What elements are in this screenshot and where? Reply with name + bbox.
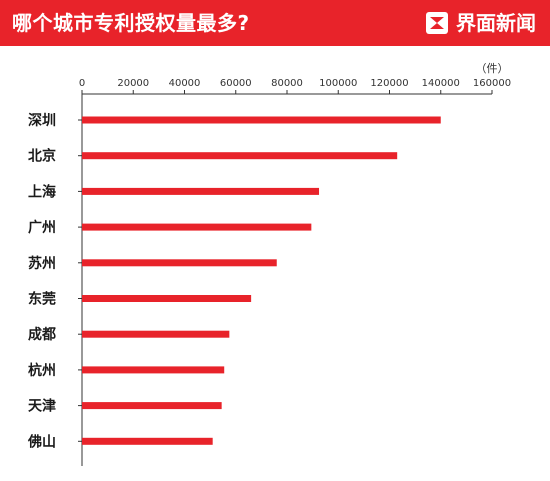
x-tick-label: 60000	[220, 78, 252, 89]
brand: 界面新闻	[425, 9, 536, 37]
category-label: 广州	[28, 219, 56, 236]
bars	[82, 116, 441, 445]
category-label: 北京	[28, 148, 56, 165]
category-label: 深圳	[28, 112, 56, 129]
x-tick-label: 20000	[117, 78, 149, 89]
category-label: 上海	[28, 183, 56, 200]
bar-3	[82, 223, 312, 231]
x-axis: 0 20000 40000 60000 80000 100000 120000 140000 1…	[79, 78, 511, 95]
x-tick-label: 40000	[169, 78, 201, 89]
category-label: 苏州	[28, 255, 56, 272]
category-label: 佛山	[27, 433, 56, 450]
jiemian-logo-icon	[426, 12, 448, 34]
x-tick-label: 80000	[271, 78, 303, 89]
category-label: 东莞	[28, 291, 56, 308]
y-axis	[78, 94, 83, 466]
chart-title: 哪个城市专利授权量最多?	[12, 11, 250, 35]
x-tick-label: 140000	[422, 78, 460, 89]
bar-4	[82, 259, 277, 267]
bar-5	[82, 295, 252, 302]
category-label: 成都	[28, 326, 56, 343]
chart-header: 哪个城市专利授权量最多? 界面新闻	[0, 0, 550, 46]
x-tick-label: 0	[79, 78, 85, 89]
bar-0	[82, 116, 441, 124]
bar-chart: 0 20000 40000 60000 80000 100000 120000 140000 1…	[27, 62, 511, 466]
brand-name: 界面新闻	[456, 11, 536, 35]
x-tick-label: 100000	[319, 78, 357, 89]
bar-8	[82, 402, 222, 410]
category-label: 杭州	[28, 362, 56, 379]
unit-label: （件）	[476, 62, 509, 75]
bar-1	[82, 152, 398, 160]
category-label: 天津	[28, 398, 56, 415]
x-tick-label: 160000	[473, 78, 511, 89]
bar-2	[82, 187, 320, 195]
bar-9	[82, 437, 213, 445]
x-tick-label: 120000	[370, 78, 408, 89]
bar-6	[82, 330, 230, 338]
bar-7	[82, 366, 225, 374]
